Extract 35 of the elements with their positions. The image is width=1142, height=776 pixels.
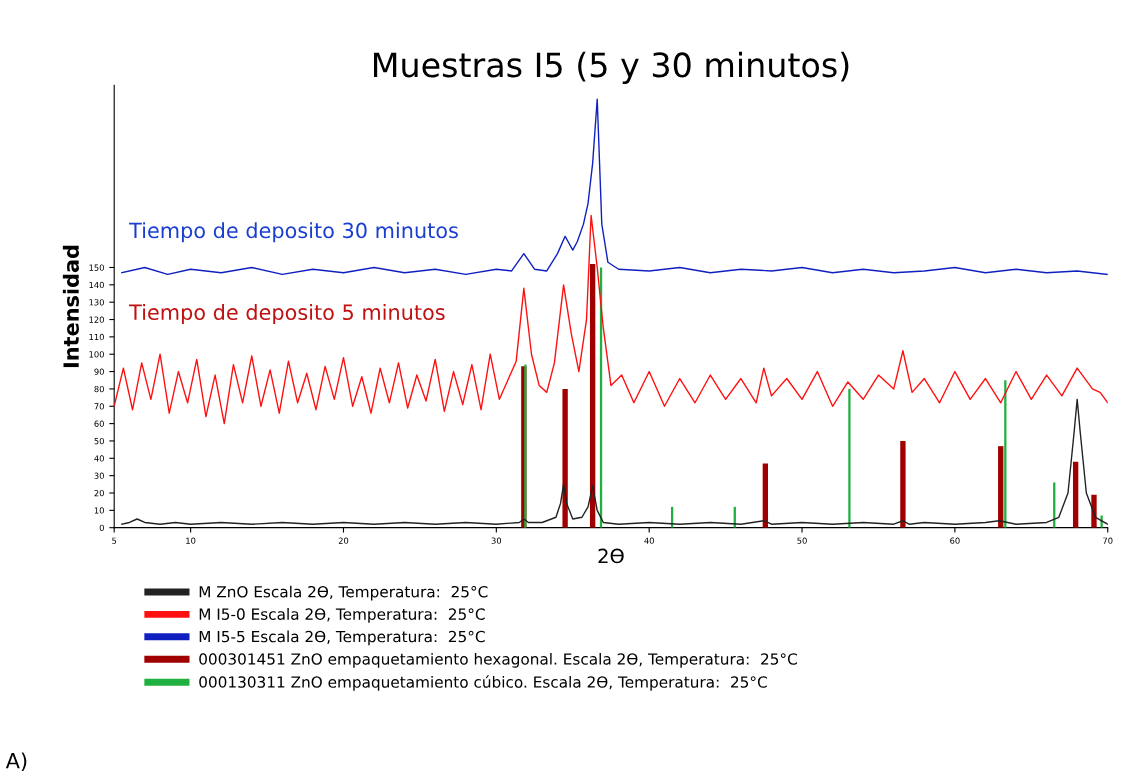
text: A) xyxy=(5,752,27,771)
x-axis-title: 2ϴ xyxy=(598,548,624,564)
y-tick-label: 110 xyxy=(89,333,104,341)
annotation: Tiempo de deposito 5 minutos xyxy=(129,303,445,325)
y-tick-label: 70 xyxy=(94,403,104,410)
legend-label: 000130311 ZnO empaquetamiento cúbico. Escala 2ϴ, Temperatura: 25°C xyxy=(199,675,767,691)
y-tick-label: 0 xyxy=(99,524,104,531)
y-axis-title: Intensidad xyxy=(62,245,79,368)
y-tick-label: 40 xyxy=(94,455,104,462)
y-tick-label: 120 xyxy=(89,316,104,323)
y-tick-label: 150 xyxy=(89,264,104,271)
y-tick-label: 20 xyxy=(94,489,104,497)
y-tick-label: 10 xyxy=(94,507,104,514)
legend-label: M ZnO Escala 2ϴ, Temperatura: 25°C xyxy=(199,585,488,601)
y-tick-label: 140 xyxy=(89,281,104,289)
y-tick-label: 80 xyxy=(94,385,104,393)
y-tick-label: 100 xyxy=(89,351,104,358)
legend-label: 000301451 ZnO empaquetamiento hexagonal. Escala 2ϴ, Temperatura: 25°C xyxy=(199,652,797,668)
x-tick-label: 5 xyxy=(112,537,117,544)
x-tick-label: 50 xyxy=(797,537,807,544)
x-tick-label: 20 xyxy=(338,537,349,544)
x-tick-label: 10 xyxy=(186,537,196,544)
annotation: Tiempo de deposito 30 minutos xyxy=(129,222,458,243)
x-tick-label: 40 xyxy=(644,537,654,544)
chart-title: Muestras I5 (5 y 30 minutos) xyxy=(373,51,849,84)
legend-label: M I5-0 Escala 2ϴ, Temperatura: 25°C xyxy=(199,608,485,623)
y-tick-label: 60 xyxy=(94,420,104,427)
legend-label: M I5-5 Escala 2ϴ, Temperatura: 25°C xyxy=(199,630,485,646)
y-tick-label: 90 xyxy=(94,368,104,375)
y-tick-label: 30 xyxy=(94,472,104,479)
x-tick-label: 30 xyxy=(491,537,502,544)
x-tick-label: 70 xyxy=(1103,537,1113,544)
y-tick-label: 50 xyxy=(94,437,104,445)
x-tick-label: 60 xyxy=(950,537,960,544)
y-tick-label: 130 xyxy=(89,299,104,306)
